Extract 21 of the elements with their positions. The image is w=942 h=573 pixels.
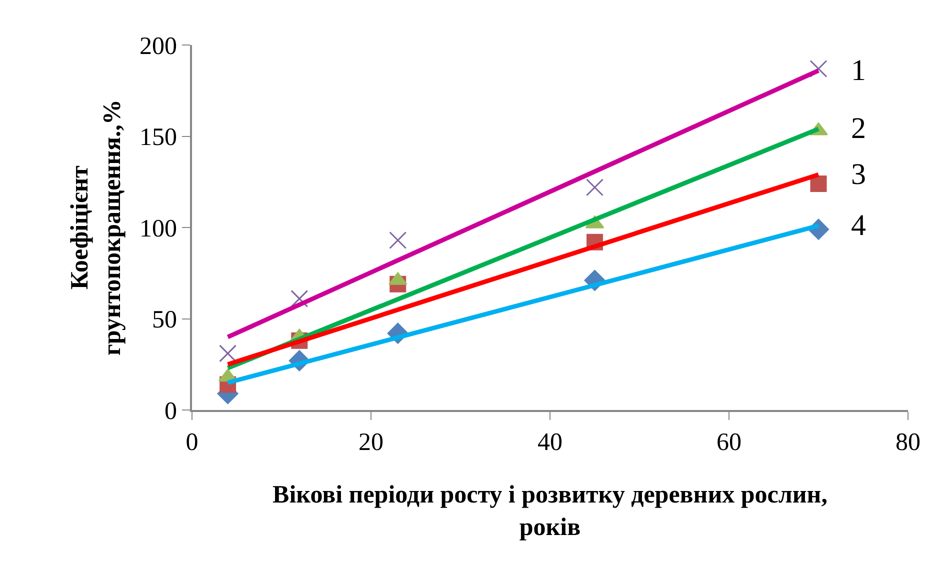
x-tick-label: 40 (538, 429, 562, 456)
y-tick-label: 50 (152, 306, 177, 334)
x-tick-label: 60 (716, 429, 742, 456)
series-label: 3 (851, 158, 866, 191)
y-tick-label: 200 (140, 32, 177, 60)
point (586, 178, 604, 196)
series-label: 2 (851, 112, 866, 145)
y-tick-label: 100 (140, 215, 177, 242)
y-axis-title: Коефіцієнт грунтопокращення.,% (66, 99, 126, 356)
point (389, 232, 407, 250)
point (219, 344, 237, 362)
y-tick-label: 150 (140, 124, 177, 151)
x-tick-label: 0 (186, 429, 198, 456)
y-tick-label: 0 (164, 398, 177, 425)
point (810, 175, 827, 192)
series-label: 4 (851, 209, 866, 242)
x-tick-label: 20 (358, 429, 384, 456)
series-label: 1 (851, 54, 866, 87)
x-axis-title: Вікові періоди росту і розвитку деревних рослин, років (272, 482, 828, 541)
x-tick-label: 80 (896, 429, 920, 456)
point (290, 290, 308, 308)
